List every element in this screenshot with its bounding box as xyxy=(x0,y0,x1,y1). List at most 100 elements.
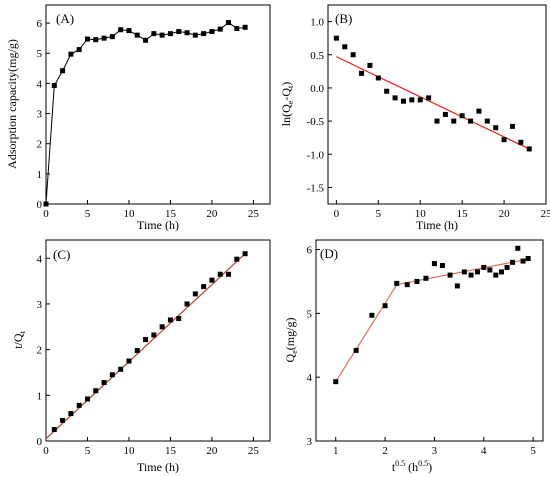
data-point xyxy=(68,411,74,417)
data-point xyxy=(201,284,207,290)
data-point xyxy=(101,380,107,386)
data-point xyxy=(184,30,190,36)
data-point xyxy=(333,379,339,385)
data-point xyxy=(394,280,400,286)
y-tick-label: 0 xyxy=(37,199,43,211)
y-tick-label: 2 xyxy=(37,139,43,151)
data-point xyxy=(481,264,487,270)
y-tick-label: 3 xyxy=(37,299,43,311)
data-point xyxy=(226,271,232,277)
fit-line xyxy=(336,56,530,150)
data-point xyxy=(201,31,207,37)
data-point xyxy=(518,139,524,145)
y-tick-label: 3 xyxy=(307,436,313,448)
data-point xyxy=(493,272,499,278)
x-tick-label: 20 xyxy=(206,445,218,457)
series-line xyxy=(45,21,246,205)
data-point xyxy=(68,51,74,57)
x-axis-label: t0.5 (h0.5) xyxy=(392,459,432,474)
data-point xyxy=(126,28,132,34)
data-point xyxy=(384,88,390,94)
data-point xyxy=(167,31,173,37)
data-point xyxy=(342,44,348,50)
data-point xyxy=(375,75,381,81)
y-tick-label: 4 xyxy=(37,78,43,90)
y-axis-label: ln(Qe-Qt) xyxy=(279,82,295,126)
y-tick-label: 4 xyxy=(307,372,313,384)
panel-c: (C) Time (h) t/Qt 0 5 10 15 20 25 0 1 2 3 4 xyxy=(11,239,271,474)
data-point xyxy=(439,263,445,269)
panel-a: (A) Time (h) Adsorption capacity(mg/g) 0… xyxy=(5,4,271,232)
data-point xyxy=(442,111,448,117)
x-tick-label: 0 xyxy=(43,445,49,457)
data-point xyxy=(417,97,423,103)
data-point xyxy=(84,36,90,42)
data-point xyxy=(167,317,173,323)
y-axis-label: Adsorption capacity(mg/g) xyxy=(5,39,19,169)
fit-segment xyxy=(335,284,398,382)
data-point xyxy=(476,108,482,114)
data-point xyxy=(461,269,467,275)
panel-label: (C) xyxy=(53,247,70,262)
y-tick-label: 5 xyxy=(37,48,43,60)
y-tick-label: 6 xyxy=(307,245,313,257)
axis-ticks: 1 2 3 4 5 3 4 5 6 xyxy=(307,245,537,457)
data-point xyxy=(192,32,198,38)
x-tick-label: 2 xyxy=(382,445,388,457)
data-point xyxy=(109,372,115,378)
data-point xyxy=(515,245,521,251)
data-point xyxy=(414,278,420,284)
data-point xyxy=(118,27,124,33)
data-point xyxy=(434,118,440,124)
data-point xyxy=(454,283,460,289)
data-point xyxy=(159,324,165,330)
y-tick-label: 0.5 xyxy=(310,50,324,62)
data-point xyxy=(493,125,499,131)
x-axis-label: Time (h) xyxy=(416,218,458,232)
data-point xyxy=(51,427,57,433)
data-point xyxy=(520,258,526,264)
x-tick-label: 20 xyxy=(206,208,218,220)
y-axis-label: Qe(mg/g) xyxy=(283,318,299,363)
x-tick-label: 1 xyxy=(333,445,339,457)
data-point xyxy=(400,98,406,104)
panel-label: (D) xyxy=(320,246,338,261)
y-tick-label: 1 xyxy=(37,169,43,181)
y-tick-label: 1.0 xyxy=(310,17,324,29)
x-tick-label: 10 xyxy=(123,445,135,457)
data-point xyxy=(525,256,531,262)
x-tick-label: 0 xyxy=(334,208,340,220)
data-point xyxy=(226,19,232,25)
data-point xyxy=(184,301,190,307)
x-tick-label: 4 xyxy=(481,445,487,457)
data-point xyxy=(176,29,182,35)
data-point xyxy=(192,291,198,297)
data-marks xyxy=(43,19,248,207)
x-tick-label: 10 xyxy=(123,208,135,220)
data-point xyxy=(151,31,157,37)
data-point xyxy=(475,269,481,275)
data-point xyxy=(151,332,157,338)
data-point xyxy=(333,35,339,41)
data-point xyxy=(353,347,359,353)
plot-frame xyxy=(45,4,271,205)
data-point xyxy=(134,348,140,354)
data-point xyxy=(526,146,532,152)
data-point xyxy=(468,118,474,124)
data-point xyxy=(242,251,248,257)
data-point xyxy=(234,26,240,32)
y-tick-label: 3 xyxy=(37,109,43,121)
axis-ticks: 0 5 10 15 20 25 0 1 2 3 4 5 6 xyxy=(37,18,260,220)
fit-line xyxy=(45,253,246,440)
data-point xyxy=(43,201,49,207)
x-tick-label: 5 xyxy=(85,445,91,457)
data-point xyxy=(468,272,474,278)
y-tick-label: 2 xyxy=(37,345,43,357)
axis-ticks: 0 5 10 15 20 25 0 1 2 3 4 xyxy=(37,253,260,457)
data-point xyxy=(501,137,507,143)
panel-b: (B) Time (h) ln(Qe-Qt) 0 5 10 15 20 25 -1.5 -1.… xyxy=(279,4,550,232)
data-point xyxy=(504,264,510,270)
data-point xyxy=(209,29,215,35)
plot-frame xyxy=(327,4,547,205)
